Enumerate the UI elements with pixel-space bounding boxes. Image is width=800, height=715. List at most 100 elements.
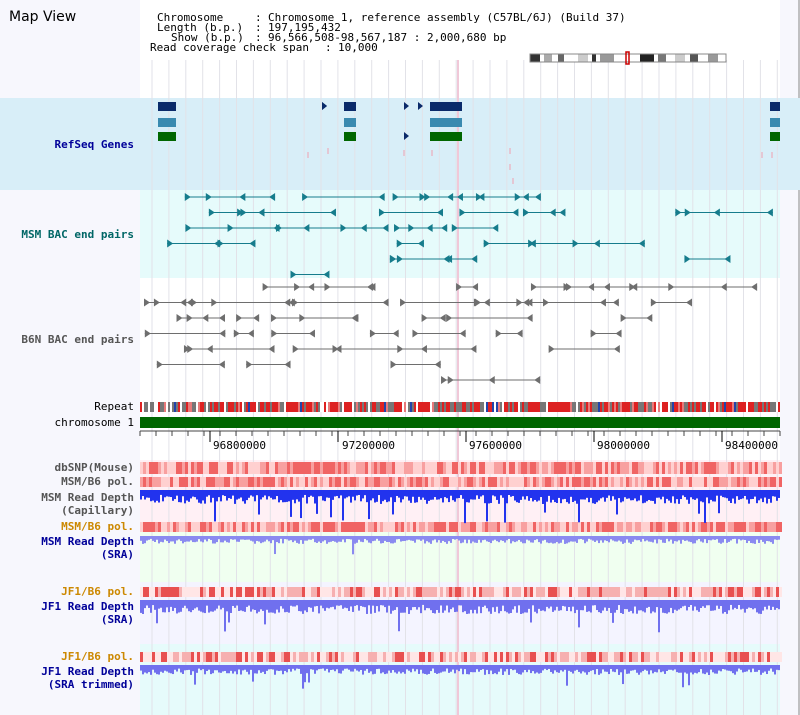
msm-b6-pol-heat-cell xyxy=(767,522,770,532)
msm-b6-pol-heat-cell xyxy=(407,477,410,487)
msm-b6-pol-heat-cell xyxy=(569,522,572,532)
msm-b6-pol-heat-cell xyxy=(749,522,752,532)
repeat-segment xyxy=(760,402,762,412)
msm-sra-depth-bar xyxy=(208,536,210,539)
jf1-sra-depth-bar xyxy=(234,600,236,608)
msm-capillary-depth-bar xyxy=(198,490,200,503)
dbsnp-heat-cell xyxy=(557,462,560,474)
repeat-segment xyxy=(586,402,588,412)
jf1-b6-pol-heat-cell xyxy=(578,652,581,662)
repeat-segment xyxy=(552,402,554,412)
jf1-trim-depth-bar xyxy=(194,665,196,685)
msm-capillary-depth-bar xyxy=(766,490,768,504)
msm-capillary-depth-bar xyxy=(288,490,290,502)
msm-capillary-depth-bar xyxy=(396,490,398,496)
msm-sra-depth-bar xyxy=(722,536,724,543)
refseq-transcript-mark xyxy=(344,118,356,127)
msm-capillary-depth-bar xyxy=(376,490,378,502)
msm-b6-pol-heat-cell xyxy=(296,522,299,532)
repeat-segment xyxy=(716,402,718,412)
dbsnp-heat-cell xyxy=(320,462,323,474)
jf1-trim-depth-bar xyxy=(390,665,392,673)
jf1-b6-pol-heat-cell xyxy=(527,587,530,597)
msm-capillary-depth-bar xyxy=(596,490,598,503)
b6n-bac-pair-end xyxy=(412,329,419,338)
msm-b6-pol-heat-cell xyxy=(644,477,647,487)
msm-b6-pol-heat-cell xyxy=(566,477,569,487)
msm-sra-depth-bar xyxy=(628,536,630,543)
jf1-sra-depth-bar xyxy=(216,600,218,609)
msm-capillary-depth-bar xyxy=(648,490,650,500)
jf1-sra-depth-bar xyxy=(346,600,348,609)
jf1-b6-pol-heat-cell xyxy=(596,587,599,597)
dbsnp-heat-cell xyxy=(332,462,335,474)
jf1-b6-pol-heat-cell xyxy=(314,587,317,597)
dbsnp-heat-cell xyxy=(560,462,563,474)
msm-sra-depth-bar xyxy=(714,536,716,540)
msm-capillary-depth-bar xyxy=(352,490,354,497)
jf1-sra-depth-bar xyxy=(154,600,156,610)
jf1-b6-pol-heat-cell xyxy=(188,587,191,597)
dbsnp-heat-cell xyxy=(656,462,659,474)
msm-capillary-depth-bar xyxy=(586,490,588,498)
msm-b6-pol-heat-cell xyxy=(320,522,323,532)
msm-b6-pol-heat-cell xyxy=(545,477,548,487)
jf1-trim-depth-bar xyxy=(518,665,520,675)
jf1-sra-depth-bar xyxy=(366,600,368,614)
repeat-segment xyxy=(584,402,586,412)
jf1-sra-depth-bar xyxy=(392,600,394,611)
repeat-segment xyxy=(376,402,378,412)
jf1-b6-pol-heat-cell xyxy=(692,652,695,662)
jf1-trim-depth-bar xyxy=(740,665,742,670)
msm-b6-pol-heat-cell xyxy=(272,522,275,532)
msm-b6-pol-heat-cell xyxy=(281,477,284,487)
msm-capillary-depth-bar xyxy=(286,490,288,502)
msm-capillary-depth-bar xyxy=(546,490,548,502)
repeat-segment xyxy=(388,402,390,412)
jf1-b6-pol-heat-cell xyxy=(488,652,491,662)
jf1-b6-pol-heat-cell xyxy=(380,587,383,597)
msm-b6-pol-heat-cell xyxy=(422,477,425,487)
jf1-trim-depth-bar xyxy=(442,665,444,672)
jf1-b6-pol-heat-cell xyxy=(524,587,527,597)
msm-bac-pair-end xyxy=(214,239,221,248)
repeat-segment xyxy=(418,402,420,412)
msm-capillary-depth-bar xyxy=(196,490,198,500)
msm-capillary-depth-bar xyxy=(548,490,550,496)
dbsnp-heat-cell xyxy=(278,462,281,474)
msm-b6-pol-heat-cell xyxy=(716,477,719,487)
jf1-trim-depth-bar xyxy=(302,665,304,689)
repeat-segment xyxy=(386,402,388,412)
jf1-sra-depth-bar xyxy=(462,600,464,613)
repeat-segment xyxy=(272,402,274,412)
msm-sra-depth-bar xyxy=(684,536,686,541)
jf1-b6-pol-heat-cell xyxy=(275,587,278,597)
msm-capillary-depth-bar xyxy=(508,490,510,496)
jf1-sra-depth-bar xyxy=(374,600,376,613)
msm-b6-pol-heat-cell xyxy=(224,477,227,487)
dbsnp-heat-cell xyxy=(755,462,758,474)
jf1-sra-depth-bar xyxy=(142,600,144,614)
msm-sra-depth-bar xyxy=(626,536,628,540)
msm-b6-pol-heat-cell xyxy=(641,477,644,487)
jf1-b6-pol-heat-cell xyxy=(491,652,494,662)
repeat-segment xyxy=(502,402,504,412)
jf1-sra-depth-bar xyxy=(644,600,646,613)
msm-sra-depth-bar xyxy=(444,536,446,543)
jf1-trim-depth-bar xyxy=(502,665,504,675)
jf1-trim-depth-bar xyxy=(186,665,188,671)
jf1-trim-depth-bar xyxy=(580,665,582,674)
dbsnp-heat-cell xyxy=(701,462,704,474)
jf1-trim-depth-bar xyxy=(770,665,772,669)
jf1-trim-depth-bar xyxy=(714,665,716,674)
jf1-b6-pol-heat-cell xyxy=(464,587,467,597)
jf1-b6-pol-heat-cell xyxy=(290,587,293,597)
msm-bac-pair-end xyxy=(522,208,529,217)
jf1-trim-depth-bar xyxy=(248,665,250,675)
jf1-b6-pol-heat-cell xyxy=(329,587,332,597)
msm-bac-pair-end xyxy=(417,239,424,248)
jf1-sra-depth-bar xyxy=(460,600,462,606)
repeat-segment xyxy=(648,402,650,412)
jf1-trim-depth-bar xyxy=(670,665,672,670)
